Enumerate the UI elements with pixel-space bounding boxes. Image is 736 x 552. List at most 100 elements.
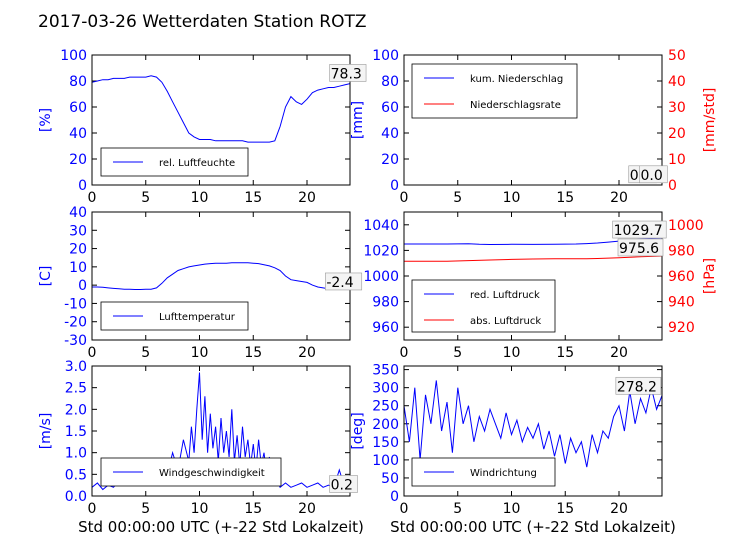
y2-tick-label: 20 xyxy=(668,126,686,142)
y-tick-label: 60 xyxy=(69,100,87,116)
annotation-text: -2.4 xyxy=(326,275,353,291)
x-tick-label: 10 xyxy=(503,501,521,517)
y-tick-label: 80 xyxy=(381,74,399,90)
plot-frame xyxy=(91,54,351,186)
x-tick-label: 0 xyxy=(88,501,97,517)
legend-label: abs. Luftdruck xyxy=(470,316,541,327)
annotation-text: 78.3 xyxy=(331,66,362,82)
x-tick-label: 10 xyxy=(191,345,209,361)
y-axis-label: [%] xyxy=(38,108,54,132)
x-tick-label: 5 xyxy=(453,190,462,206)
annotation-text: 1029.7 xyxy=(614,223,663,239)
y-tick-label: 1020 xyxy=(363,243,399,259)
y-axis-label: [C] xyxy=(38,266,54,287)
annotation-box xyxy=(329,64,367,82)
annotation-box xyxy=(612,220,667,239)
y-tick-label: 3.0 xyxy=(65,359,87,375)
plot-frame xyxy=(403,211,663,341)
y-tick-label: 50 xyxy=(381,471,399,487)
plot-frame xyxy=(403,54,663,186)
page-title: 2017-03-26 Wetterdaten Station ROTZ xyxy=(38,12,367,32)
y-tick-label: 350 xyxy=(372,363,399,379)
annotation-text: 278.2 xyxy=(617,379,657,395)
y-tick-label: 80 xyxy=(69,74,87,90)
y-tick-label: 100 xyxy=(60,48,87,64)
annotation-text: 975.6 xyxy=(619,241,659,257)
y-tick-label: 40 xyxy=(381,126,399,142)
series-line-lufttemperatur xyxy=(92,262,350,290)
y2-tick-label: 920 xyxy=(668,320,695,336)
legend-label: Niederschlagsrate xyxy=(470,100,561,111)
y2-axis-label: [hPa] xyxy=(702,258,718,294)
y-tick-label: 0 xyxy=(390,178,399,194)
series-line-abs-luftdruck xyxy=(404,255,663,262)
y-tick-label: 30 xyxy=(69,223,87,239)
y-tick-label: 250 xyxy=(372,399,399,415)
x-tick-label: 15 xyxy=(244,190,262,206)
x-tick-label: 15 xyxy=(556,190,574,206)
y-tick-label: 300 xyxy=(372,381,399,397)
y-axis-label: [mm] xyxy=(350,101,366,139)
panel-windspeed: 0.0 0.5 1.0 1.5 2.0 2.5 3.0 0 5 10 15 20 [m/s] Windge… xyxy=(38,359,358,517)
panel-precipitation: 0 20 40 60 80 100 0 10 20 30 40 50 0 5 10 15 20 [mm] [mm/s… xyxy=(350,48,718,206)
y-tick-label: 100 xyxy=(372,453,399,469)
y2-tick-label: 960 xyxy=(668,269,695,285)
y2-tick-label: 0 xyxy=(668,178,677,194)
x-tick-label: 0 xyxy=(400,345,409,361)
y-tick-label: 100 xyxy=(372,48,399,64)
y-tick-label: -30 xyxy=(64,333,87,349)
x-tick-label: 10 xyxy=(503,345,521,361)
panel-pressure: 960 980 1000 1020 1040 920 940 960 980 1000 0 5 10 15… xyxy=(363,211,718,361)
x-tick-label: 5 xyxy=(453,501,462,517)
y2-tick-label: 10 xyxy=(668,152,686,168)
x-tick-label: 10 xyxy=(503,190,521,206)
y-tick-label: 20 xyxy=(69,152,87,168)
y2-tick-label: 940 xyxy=(668,295,695,311)
y-tick-label: 0 xyxy=(390,489,399,505)
legend-box xyxy=(411,279,556,333)
x-tick-label: 20 xyxy=(298,345,316,361)
y-tick-label: 1.0 xyxy=(65,446,87,462)
legend-label: red. Luftdruck xyxy=(470,290,540,301)
y-tick-label: 2.5 xyxy=(65,381,87,397)
x-tick-label: 15 xyxy=(556,501,574,517)
y-tick-label: 2.0 xyxy=(65,402,87,418)
y-tick-label: 10 xyxy=(69,260,87,276)
series-line-rel-luftfeuchte xyxy=(91,75,351,143)
y2-tick-label: 1000 xyxy=(668,218,704,234)
y-tick-label: 960 xyxy=(372,320,399,336)
y-tick-label: 40 xyxy=(69,126,87,142)
annotation-text: 0.0 xyxy=(641,168,663,184)
x-axis-label-right: Std 00:00:00 UTC (+-22 Std Lokalzeit) xyxy=(390,518,676,536)
x-tick-label: 15 xyxy=(244,345,262,361)
y2-tick-label: 30 xyxy=(668,100,686,116)
legend-label: kum. Niederschlag xyxy=(470,74,563,85)
y2-tick-label: 980 xyxy=(668,243,695,259)
annotation-box xyxy=(617,238,664,257)
x-tick-label: 20 xyxy=(298,190,316,206)
y-tick-label: -10 xyxy=(64,296,87,312)
legend-box xyxy=(411,63,578,119)
annotation-box xyxy=(325,272,363,291)
series-line-windrichtung xyxy=(403,380,663,468)
legend-label: Lufttemperatur xyxy=(159,312,236,323)
y-tick-label: 40 xyxy=(69,205,87,221)
y-tick-label: 20 xyxy=(69,242,87,258)
panel-humidity: 0 20 40 60 80 100 0 5 10 15 20 [%] rel. Luftfeuchte 7… xyxy=(38,48,367,206)
x-axis-label-left: Std 00:00:00 UTC (+-22 Std Lokalzeit) xyxy=(78,518,364,536)
x-tick-label: 20 xyxy=(610,345,628,361)
y-tick-label: 980 xyxy=(372,295,399,311)
legend-label: Windrichtung xyxy=(470,468,537,479)
x-tick-label: 20 xyxy=(298,501,316,517)
x-tick-label: 20 xyxy=(610,501,628,517)
x-tick-label: 5 xyxy=(141,501,150,517)
x-tick-label: 0 xyxy=(88,190,97,206)
x-tick-label: 20 xyxy=(610,190,628,206)
y-tick-label: 200 xyxy=(372,417,399,433)
y-tick-label: 0 xyxy=(78,278,87,294)
y-axis-label: [deg] xyxy=(350,412,366,449)
y-tick-label: 0 xyxy=(78,178,87,194)
y-tick-label: -20 xyxy=(64,315,87,331)
